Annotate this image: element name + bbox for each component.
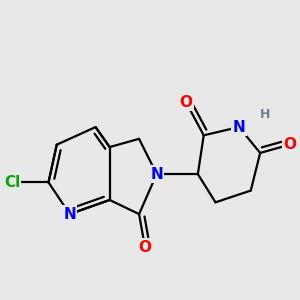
Text: O: O [180, 95, 193, 110]
Text: N: N [150, 167, 163, 182]
Text: N: N [63, 207, 76, 222]
Text: O: O [283, 137, 296, 152]
Text: H: H [260, 108, 270, 121]
Text: Cl: Cl [4, 175, 20, 190]
Text: N: N [232, 120, 245, 135]
Text: O: O [138, 239, 152, 254]
